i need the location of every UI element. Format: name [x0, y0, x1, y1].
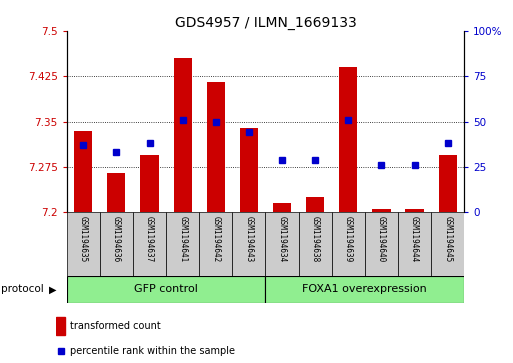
Text: ▶: ▶ [49, 285, 56, 294]
Text: percentile rank within the sample: percentile rank within the sample [70, 346, 235, 356]
Bar [306, 197, 324, 212]
Text: GSM1194634: GSM1194634 [278, 216, 287, 262]
Bar [273, 203, 291, 212]
Bar [207, 82, 225, 212]
Bar [299, 212, 332, 276]
Text: protocol: protocol [1, 285, 43, 294]
Text: GSM1194635: GSM1194635 [79, 216, 88, 262]
Bar [232, 212, 265, 276]
Bar [107, 173, 126, 212]
Bar [133, 212, 166, 276]
Text: GSM1194644: GSM1194644 [410, 216, 419, 262]
Text: GSM1194638: GSM1194638 [311, 216, 320, 262]
Bar [332, 212, 365, 276]
Text: GSM1194642: GSM1194642 [211, 216, 220, 262]
Text: GSM1194643: GSM1194643 [244, 216, 253, 262]
Title: GDS4957 / ILMN_1669133: GDS4957 / ILMN_1669133 [174, 16, 357, 30]
Bar [398, 212, 431, 276]
Bar [67, 212, 100, 276]
Text: GSM1194637: GSM1194637 [145, 216, 154, 262]
Text: GSM1194636: GSM1194636 [112, 216, 121, 262]
Text: GSM1194640: GSM1194640 [377, 216, 386, 262]
Bar [431, 212, 464, 276]
Bar [100, 212, 133, 276]
Text: GSM1194641: GSM1194641 [178, 216, 187, 262]
Text: transformed count: transformed count [70, 321, 161, 331]
Bar [74, 131, 92, 212]
Bar [240, 128, 258, 212]
Text: GSM1194645: GSM1194645 [443, 216, 452, 262]
Bar [173, 58, 192, 212]
Text: GFP control: GFP control [134, 285, 198, 294]
Bar [265, 276, 464, 303]
Bar [141, 155, 159, 212]
Bar [199, 212, 232, 276]
Text: GSM1194639: GSM1194639 [344, 216, 353, 262]
Bar [67, 276, 265, 303]
Bar [405, 209, 424, 212]
Bar [166, 212, 199, 276]
Text: FOXA1 overexpression: FOXA1 overexpression [303, 285, 427, 294]
Bar [439, 155, 457, 212]
Bar [339, 67, 358, 212]
Bar [265, 212, 299, 276]
Bar [365, 212, 398, 276]
Bar [372, 209, 390, 212]
Bar [56, 317, 65, 335]
